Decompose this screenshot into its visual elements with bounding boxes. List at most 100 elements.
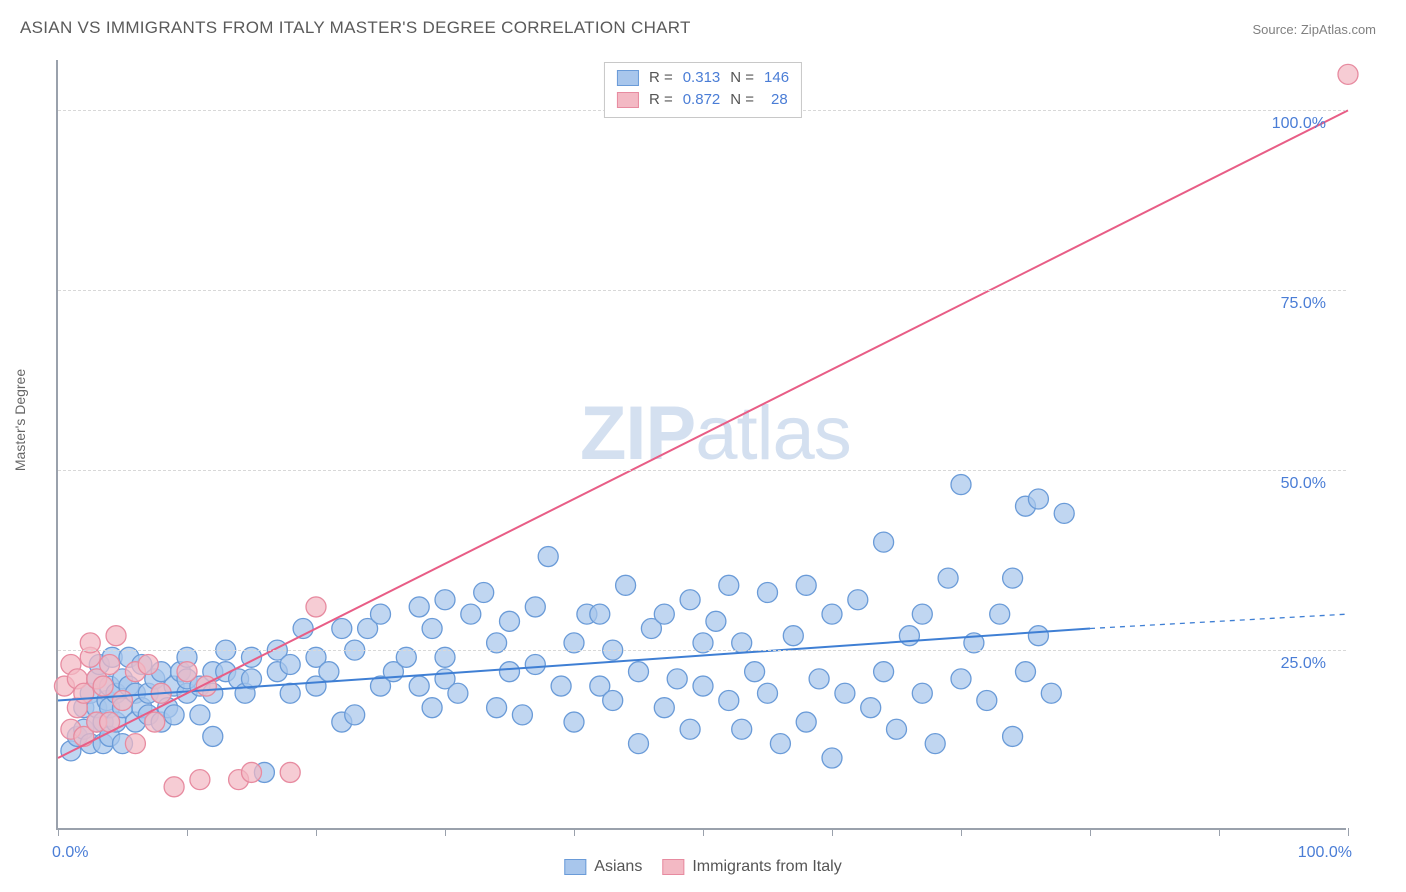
x-tick	[58, 828, 59, 836]
n-label: N =	[730, 67, 754, 89]
data-point	[280, 683, 300, 703]
data-point	[654, 604, 674, 624]
data-point	[654, 698, 674, 718]
data-point	[925, 734, 945, 754]
legend-swatch-asians-icon	[564, 859, 586, 875]
x-tick	[445, 828, 446, 836]
data-point	[629, 662, 649, 682]
x-tick	[1090, 828, 1091, 836]
legend-label-italy: Immigrants from Italy	[692, 858, 841, 876]
legend-swatch-italy-icon	[662, 859, 684, 875]
x-tick	[703, 828, 704, 836]
y-tick-label: 50.0%	[1281, 475, 1326, 493]
data-point	[461, 604, 481, 624]
data-point	[551, 676, 571, 696]
y-tick-label: 25.0%	[1281, 655, 1326, 673]
data-point	[758, 583, 778, 603]
data-point	[345, 705, 365, 725]
x-min-label: 0.0%	[52, 844, 88, 862]
data-point	[138, 654, 158, 674]
gridline	[58, 290, 1346, 291]
data-point	[487, 698, 507, 718]
data-point	[319, 662, 339, 682]
data-point	[409, 676, 429, 696]
data-point	[977, 690, 997, 710]
gridline	[58, 650, 1346, 651]
legend-series: Asians Immigrants from Italy	[564, 858, 841, 876]
data-point	[835, 683, 855, 703]
data-point	[512, 705, 532, 725]
data-point	[164, 705, 184, 725]
data-point	[500, 662, 520, 682]
data-point	[525, 597, 545, 617]
n-value-asians: 146	[764, 67, 789, 89]
data-point	[190, 770, 210, 790]
data-point	[796, 575, 816, 595]
data-point	[93, 676, 113, 696]
data-point	[106, 626, 126, 646]
x-max-label: 100.0%	[1298, 844, 1352, 862]
x-tick	[832, 828, 833, 836]
data-point	[874, 532, 894, 552]
data-point	[1028, 626, 1048, 646]
legend-swatch-italy	[617, 92, 639, 108]
data-point	[861, 698, 881, 718]
data-point	[938, 568, 958, 588]
data-point	[1016, 662, 1036, 682]
data-point	[125, 734, 145, 754]
data-point	[719, 690, 739, 710]
data-point	[822, 748, 842, 768]
n-value-italy: 28	[764, 89, 788, 111]
chart-title: ASIAN VS IMMIGRANTS FROM ITALY MASTER'S …	[20, 18, 691, 38]
r-label: R =	[649, 89, 673, 111]
data-point	[422, 698, 442, 718]
plot-area: 25.0%50.0%75.0%100.0%0.0%100.0%	[56, 60, 1346, 830]
data-point	[177, 662, 197, 682]
data-point	[1003, 726, 1023, 746]
x-tick	[1219, 828, 1220, 836]
data-point	[100, 654, 120, 674]
r-value-asians: 0.313	[683, 67, 721, 89]
chart-svg	[58, 60, 1346, 828]
r-label: R =	[649, 67, 673, 89]
data-point	[706, 611, 726, 631]
data-point	[525, 654, 545, 674]
data-point	[745, 662, 765, 682]
data-point	[145, 712, 165, 732]
legend-correlation: R = 0.313 N = 146 R = 0.872 N = 28	[604, 62, 802, 118]
data-point	[564, 712, 584, 732]
data-point	[912, 683, 932, 703]
data-point	[306, 597, 326, 617]
data-point	[693, 676, 713, 696]
data-point	[164, 777, 184, 797]
data-point	[990, 604, 1010, 624]
trend-line	[58, 110, 1348, 758]
data-point	[242, 762, 262, 782]
data-point	[667, 669, 687, 689]
data-point	[1003, 568, 1023, 588]
data-point	[848, 590, 868, 610]
data-point	[190, 705, 210, 725]
x-tick	[1348, 828, 1349, 836]
data-point	[770, 734, 790, 754]
x-tick	[316, 828, 317, 836]
data-point	[371, 604, 391, 624]
legend-row-asians: R = 0.313 N = 146	[617, 67, 789, 89]
data-point	[1028, 489, 1048, 509]
legend-item-italy: Immigrants from Italy	[662, 858, 841, 876]
data-point	[719, 575, 739, 595]
data-point	[822, 604, 842, 624]
data-point	[887, 719, 907, 739]
data-point	[603, 690, 623, 710]
data-point	[1338, 64, 1358, 84]
data-point	[422, 619, 442, 639]
data-point	[409, 597, 429, 617]
x-tick	[961, 828, 962, 836]
data-point	[435, 590, 455, 610]
data-point	[899, 626, 919, 646]
data-point	[590, 604, 610, 624]
data-point	[680, 719, 700, 739]
data-point	[616, 575, 636, 595]
data-point	[113, 690, 133, 710]
data-point	[1041, 683, 1061, 703]
